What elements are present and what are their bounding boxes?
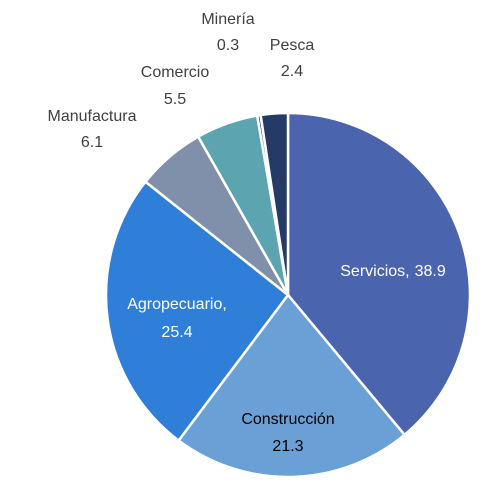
value-label: 38.9: [415, 263, 446, 280]
category-label: Manufactura: [48, 108, 137, 125]
slice-label: Servicios, 38.9: [340, 263, 446, 280]
pie-slice: [104, 180, 290, 443]
value-label: 0.3: [217, 37, 239, 54]
pie-slice: [259, 111, 290, 296]
category-label: Servicios,: [340, 263, 409, 280]
category-label: Minería: [201, 11, 254, 28]
value-label: 25.4: [161, 324, 192, 341]
category-label: Comercio: [141, 64, 210, 81]
value-label: 21.3: [272, 438, 303, 455]
value-label: 5.5: [164, 91, 186, 108]
pie-slice: [286, 111, 472, 437]
value-label: 6.1: [81, 134, 103, 151]
category-label: Agropecuario,: [127, 296, 227, 313]
value-label: 2.4: [281, 63, 303, 80]
pie-slice: [176, 292, 407, 479]
category-label: Pesca: [270, 37, 315, 54]
category-label: Construcción: [241, 411, 334, 428]
